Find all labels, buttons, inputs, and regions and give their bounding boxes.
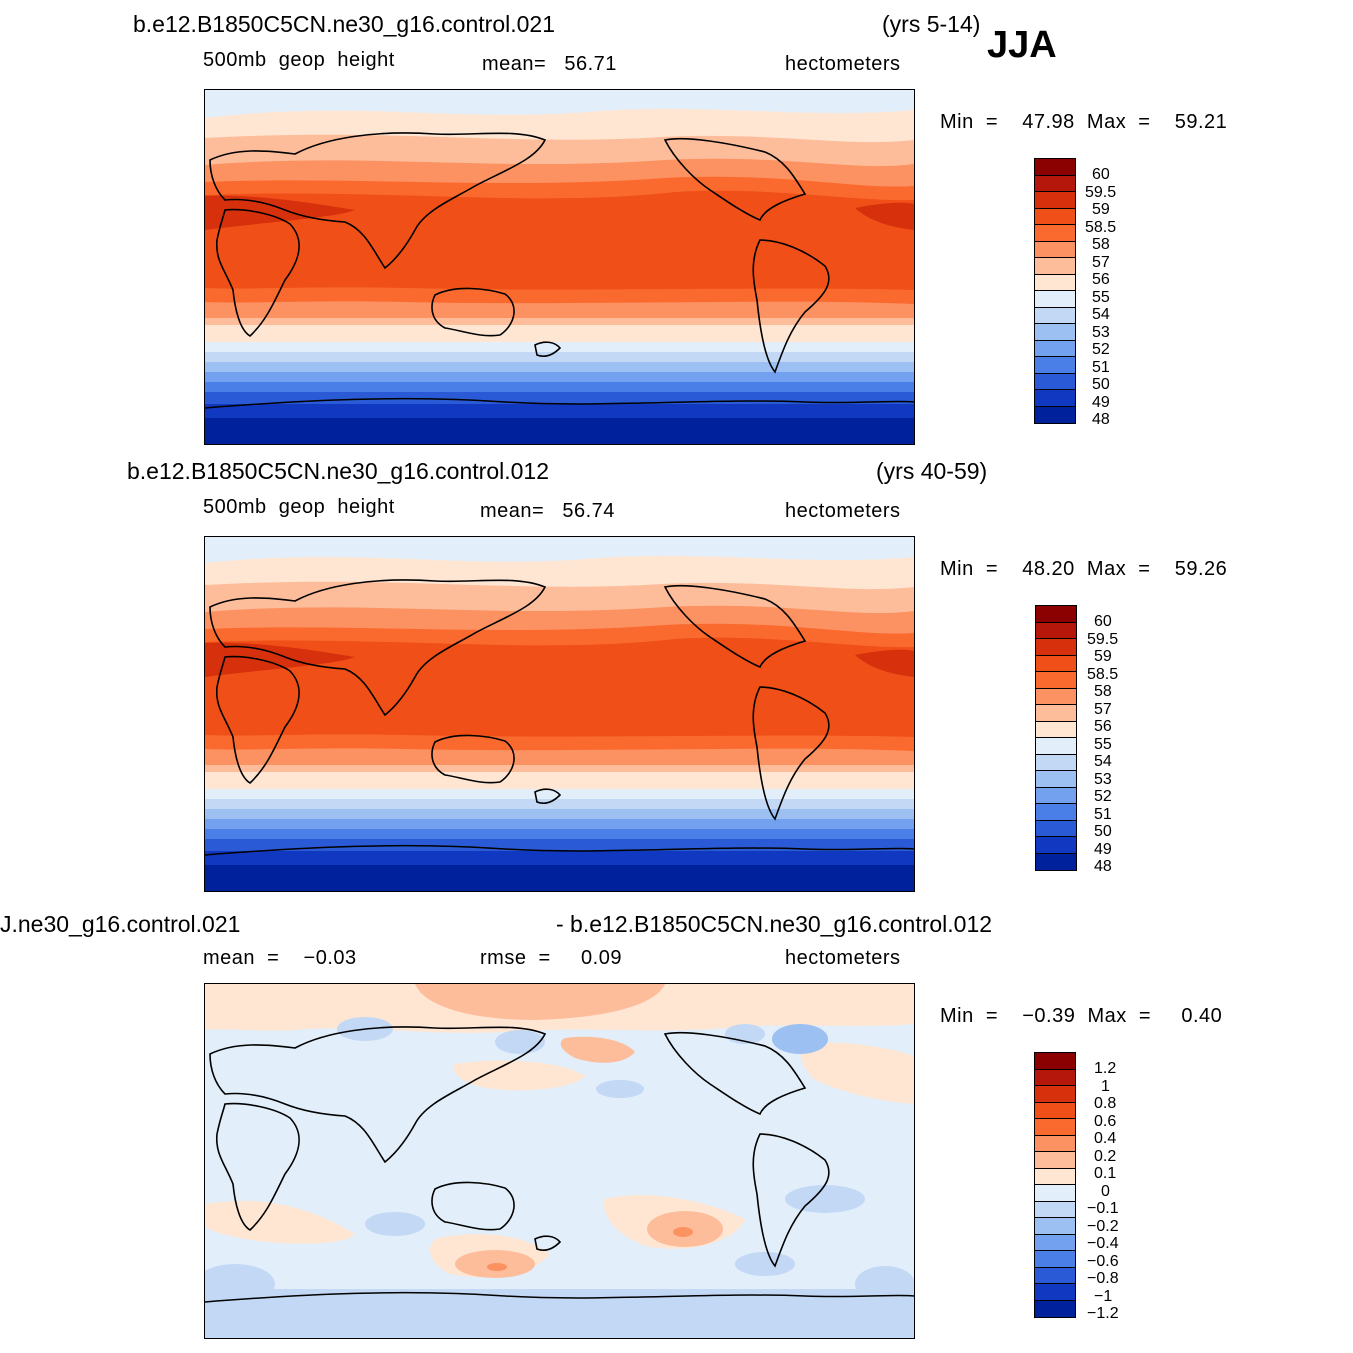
- panel-1-colorbar-label: 56: [1092, 271, 1110, 288]
- panel-2-years: (yrs 40-59): [876, 458, 988, 484]
- panel-2-colorbar-label: 59.5: [1087, 631, 1119, 648]
- panel-3-colorbar-label: 0.6: [1094, 1113, 1117, 1130]
- panel-2-colorbar-label: 52: [1094, 788, 1112, 805]
- panel-2-colorbar-label: 54: [1094, 753, 1112, 770]
- panel-3-case-name: J.ne30_g16.control.021: [0, 911, 241, 937]
- panel-1-colorbar-label: 54: [1092, 306, 1110, 323]
- panel-2-colorbar-label: 56: [1094, 718, 1112, 735]
- panel-1-colorbar-label: 58: [1092, 236, 1110, 253]
- panel-1-colorbar-label: 59: [1092, 201, 1110, 218]
- panel-3-colorbar-label: 0.1: [1094, 1165, 1117, 1182]
- panel-1-colorbar-label: 60: [1092, 166, 1110, 183]
- panel-2-variable: 500mb geop height: [203, 496, 395, 518]
- panel-2-colorbar-label: 55: [1094, 736, 1112, 753]
- panel-2-colorbar-label: 58.5: [1087, 666, 1119, 683]
- panel-2-colorbar-label: 48: [1094, 858, 1112, 875]
- panel-3-rmse: rmse = 0.09: [480, 947, 622, 969]
- panel-2-colorbar-label: 58: [1094, 683, 1112, 700]
- panel-3-mean: mean = −0.03: [203, 947, 357, 969]
- panel-2-contour-field: [205, 537, 914, 891]
- panel-3-minmax: Min = −0.39 Max = 0.40: [940, 1005, 1223, 1027]
- panel-1-colorbar-label: 59.5: [1085, 184, 1117, 201]
- panel-1-colorbar-label: 58.5: [1085, 219, 1117, 236]
- panel-3-colorbar-label: 0.2: [1094, 1148, 1117, 1165]
- panel-1-contour-field: [205, 90, 914, 444]
- panel-3-colorbar-label: −0.6: [1087, 1253, 1119, 1270]
- panel-3-colorbar-label: −0.8: [1087, 1270, 1119, 1287]
- panel-1-case-name: b.e12.B1850C5CN.ne30_g16.control.021: [133, 11, 555, 37]
- panel-3-colorbar-label: 0.8: [1094, 1095, 1117, 1112]
- panel-1-years: (yrs 5-14): [882, 11, 981, 37]
- season-label: JJA: [987, 24, 1057, 66]
- panel-2-colorbar-label: 53: [1094, 771, 1112, 788]
- panel-3-colorbar-label: −0.4: [1087, 1235, 1119, 1252]
- panel-1-variable: 500mb geop height: [203, 49, 395, 71]
- panel-3-colorbar-label: −0.1: [1087, 1200, 1119, 1217]
- panel-2-minmax: Min = 48.20 Max = 59.26: [940, 558, 1228, 580]
- panel-2-colorbar-label: 50: [1094, 823, 1112, 840]
- panel-1-colorbar-label: 52: [1092, 341, 1110, 358]
- panel-1-map: [204, 89, 915, 445]
- panel-2-colorbar-label: 60: [1094, 613, 1112, 630]
- panel-2-map: [204, 536, 915, 892]
- panel-3-colorbar: [1034, 1052, 1076, 1318]
- panel-3-colorbar-label: −0.2: [1087, 1218, 1119, 1235]
- panel-2-colorbar-label: 49: [1094, 841, 1112, 858]
- panel-3-colorbar-label: −1: [1094, 1288, 1113, 1305]
- panel-3-units: hectometers: [785, 947, 901, 969]
- panel-3-colorbar-label: 1: [1101, 1078, 1110, 1095]
- panel-2-colorbar-label: 57: [1094, 701, 1112, 718]
- panel-3-colorbar-label: 0.4: [1094, 1130, 1117, 1147]
- panel-1-colorbar-label: 57: [1092, 254, 1110, 271]
- panel-2-units: hectometers: [785, 500, 901, 522]
- panel-1-colorbar-label: 53: [1092, 324, 1110, 341]
- panel-3-colorbar-label: 0: [1101, 1183, 1110, 1200]
- panel-3-contour-field: [205, 984, 914, 1338]
- panel-2-colorbar-label: 51: [1094, 806, 1112, 823]
- panel-1-colorbar: [1034, 158, 1076, 424]
- panel-1-colorbar-label: 55: [1092, 289, 1110, 306]
- panel-3-colorbar-label: 1.2: [1094, 1060, 1117, 1077]
- panel-1-colorbar-label: 50: [1092, 376, 1110, 393]
- panel-1-mean: mean= 56.71: [482, 53, 617, 75]
- panel-1-colorbar-label: 51: [1092, 359, 1110, 376]
- panel-1-units: hectometers: [785, 53, 901, 75]
- panel-2-case-name: b.e12.B1850C5CN.ne30_g16.control.012: [127, 458, 549, 484]
- panel-3-difference-case: - b.e12.B1850C5CN.ne30_g16.control.012: [556, 911, 993, 937]
- panel-1-colorbar-label: 49: [1092, 394, 1110, 411]
- panel-2-colorbar: [1035, 605, 1077, 871]
- panel-2-colorbar-label: 59: [1094, 648, 1112, 665]
- panel-3-map: [204, 983, 915, 1339]
- panel-3-colorbar-label: −1.2: [1087, 1305, 1119, 1322]
- panel-2-mean: mean= 56.74: [480, 500, 615, 522]
- panel-1-minmax: Min = 47.98 Max = 59.21: [940, 111, 1228, 133]
- panel-1-colorbar-label: 48: [1092, 411, 1110, 428]
